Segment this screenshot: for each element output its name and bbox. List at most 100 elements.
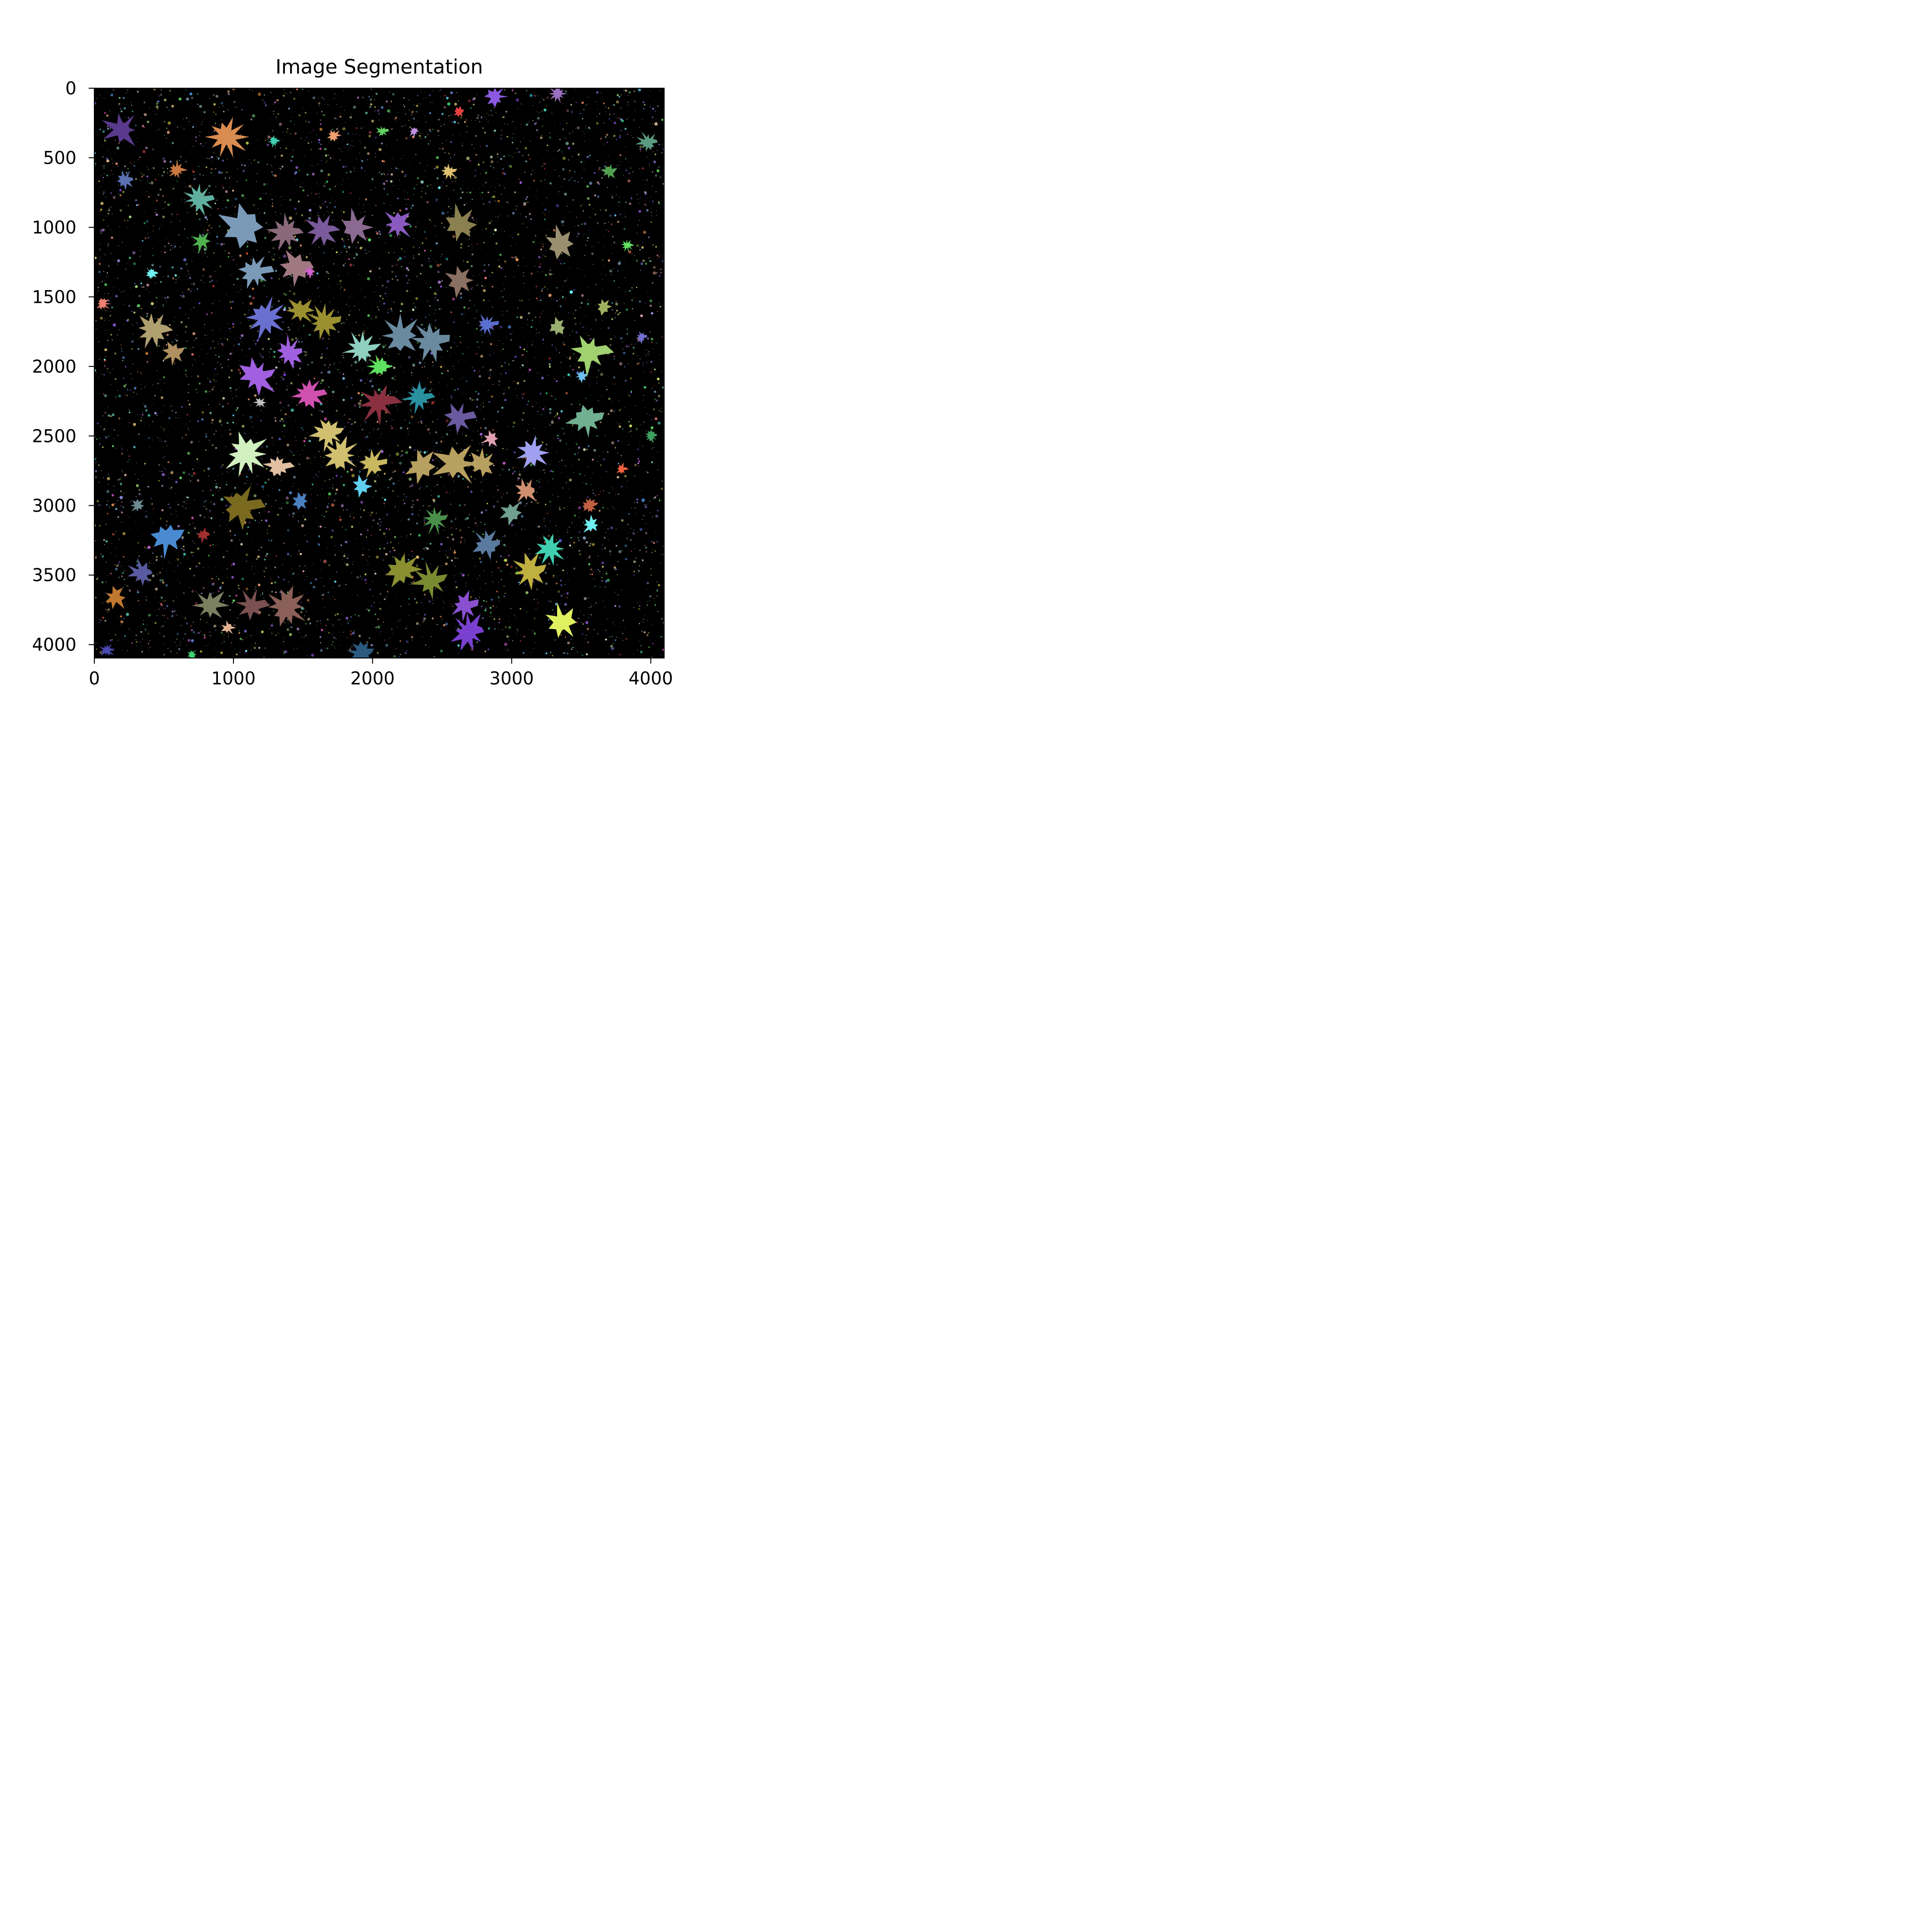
speckle-segment [609,303,610,305]
speckle-segment [651,541,653,542]
speckle-segment [301,363,302,364]
speckle-segment [403,104,404,106]
speckle-segment [175,274,177,277]
speckle-segment [250,510,251,512]
speckle-segment [475,154,477,156]
speckle-segment [598,523,599,524]
speckle-segment [163,306,164,308]
speckle-segment [584,182,585,183]
speckle-segment [615,336,616,338]
speckle-segment [337,311,339,313]
speckle-segment [596,91,599,94]
speckle-segment [305,121,307,122]
speckle-segment [648,646,650,649]
speckle-segment [445,562,448,566]
speckle-segment [335,488,338,491]
speckle-segment [171,146,172,147]
speckle-segment [521,357,522,358]
speckle-segment [604,165,606,167]
speckle-segment [388,355,389,357]
speckle-segment [613,242,616,244]
speckle-segment [416,184,418,185]
speckle-segment [470,491,473,493]
speckle-segment [229,595,231,597]
speckle-segment [267,533,268,534]
speckle-segment [339,148,340,149]
speckle-segment [506,300,507,301]
speckle-segment [581,622,582,623]
speckle-segment [361,429,364,431]
speckle-segment [633,532,634,533]
speckle-segment [502,296,504,298]
speckle-segment [412,500,414,502]
speckle-segment [593,172,596,174]
speckle-segment [340,159,341,161]
speckle-segment [218,578,220,580]
speckle-segment [504,123,505,125]
speckle-segment [591,366,592,367]
speckle-segment [102,156,104,158]
speckle-segment [162,195,164,197]
speckle-segment [441,254,443,255]
speckle-segment [337,369,339,371]
speckle-segment [391,128,393,130]
speckle-segment [124,165,126,167]
speckle-segment [454,550,456,551]
speckle-segment [541,288,544,290]
speckle-segment [99,619,100,620]
speckle-segment [329,301,330,303]
speckle-segment [266,192,267,194]
speckle-segment [451,397,452,399]
speckle-segment [390,180,393,183]
speckle-segment [98,180,100,182]
speckle-segment [632,308,633,310]
speckle-segment [600,209,601,211]
speckle-segment [613,335,615,336]
speckle-segment [576,444,578,445]
speckle-segment [650,106,651,107]
speckle-segment [616,476,619,479]
speckle-segment [203,111,206,114]
speckle-segment [300,553,302,555]
speckle-segment [659,306,661,308]
speckle-segment [616,194,617,196]
speckle-segment [526,503,528,505]
speckle-segment [602,289,603,291]
speckle-segment [389,478,391,481]
speckle-segment [600,491,601,492]
speckle-segment [542,244,544,245]
speckle-segment [352,564,353,565]
speckle-segment [158,464,160,466]
speckle-segment [206,338,207,339]
speckle-segment [475,135,477,137]
speckle-segment [157,383,159,384]
speckle-segment [234,106,236,108]
speckle-segment [343,211,345,213]
speckle-segment [487,390,489,391]
speckle-segment [466,260,469,263]
speckle-segment [332,596,333,597]
speckle-segment [420,180,424,184]
speckle-segment [285,147,287,150]
speckle-segment [95,470,98,473]
speckle-segment [454,440,455,441]
speckle-segment [624,366,626,367]
speckle-segment [103,167,105,169]
speckle-segment [190,348,191,350]
speckle-segment [601,549,603,550]
speckle-segment [208,192,210,193]
speckle-segment [196,458,198,460]
speckle-segment [625,291,626,292]
speckle-segment [327,272,329,275]
speckle-segment [327,104,329,105]
speckle-segment [419,488,420,490]
speckle-segment [302,570,305,573]
speckle-segment [567,373,570,376]
speckle-segment [417,421,419,423]
speckle-segment [203,566,204,568]
speckle-segment [211,303,213,305]
speckle-segment [543,343,544,344]
speckle-segment [519,316,523,319]
speckle-segment [537,599,538,600]
speckle-segment [207,158,208,159]
